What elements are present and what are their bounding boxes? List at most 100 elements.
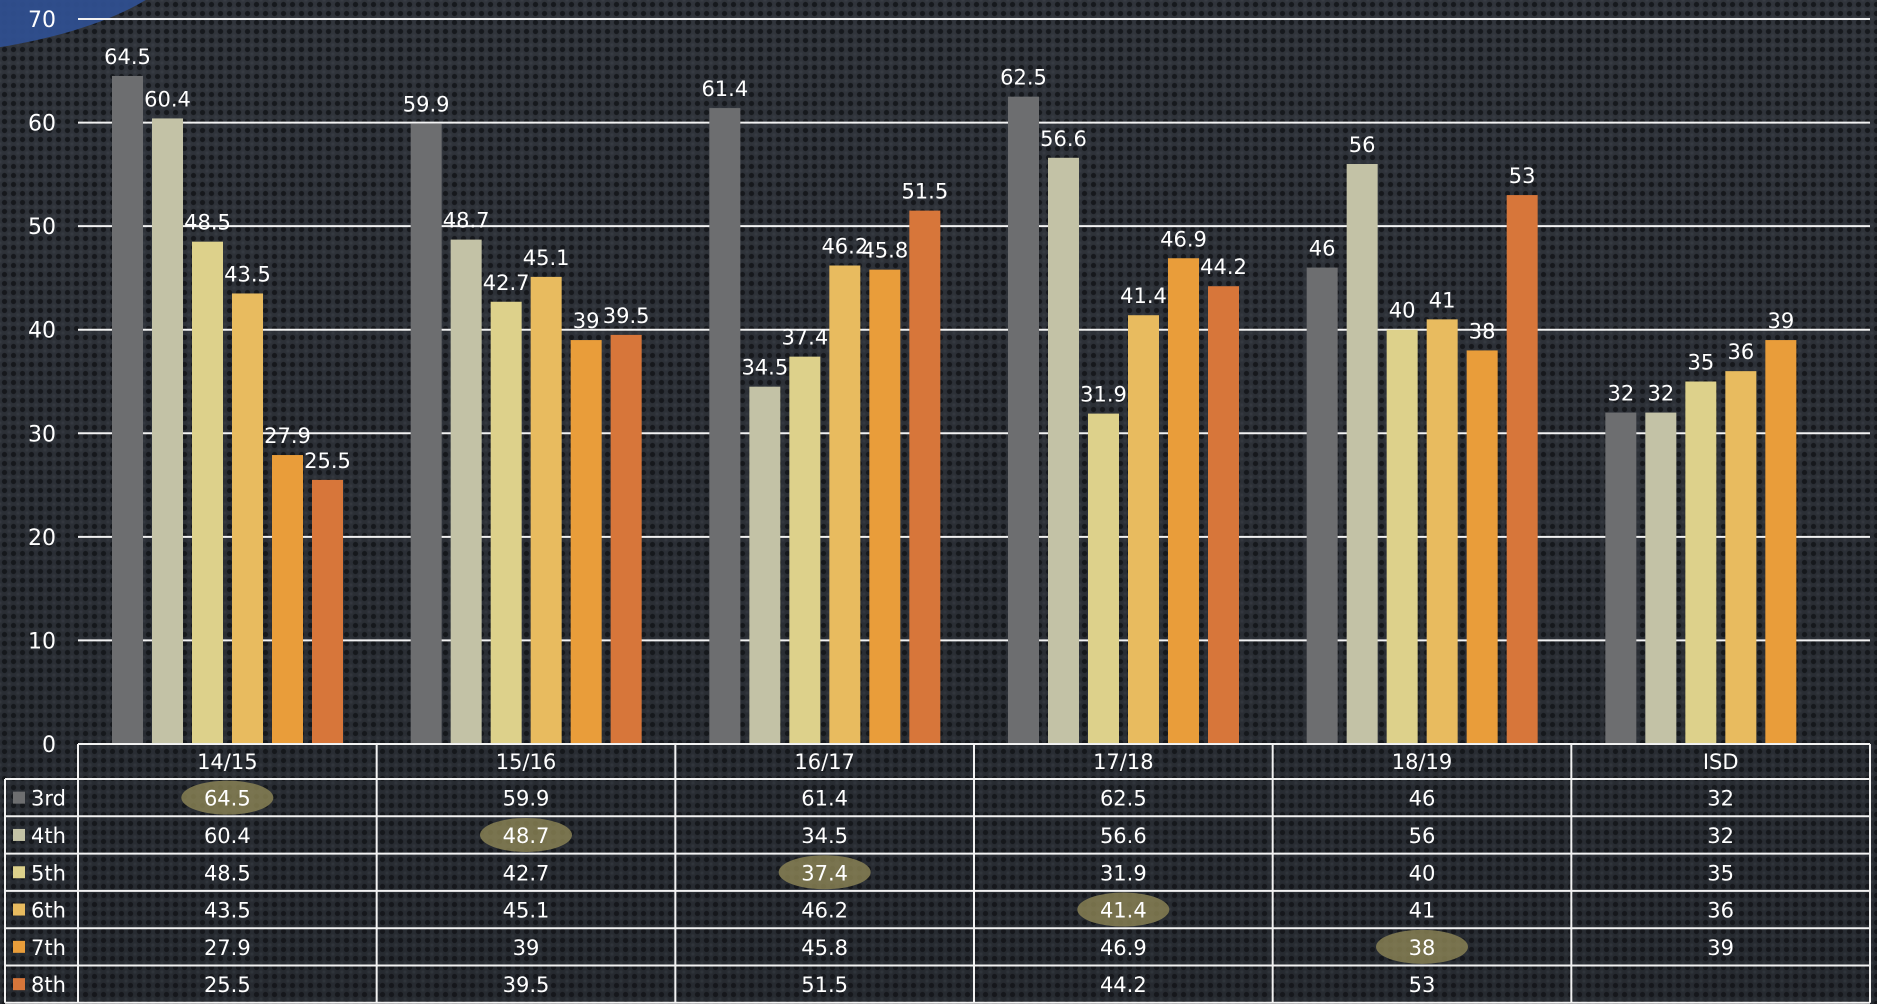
data-label: 44.2 [1200, 255, 1247, 279]
data-label: 46.9 [1160, 227, 1207, 251]
legend-swatch [13, 866, 25, 879]
table-cell-value: 56.6 [1100, 824, 1147, 848]
table-cell-value: 59.9 [503, 787, 550, 811]
data-table: 14/15 15/16 16/17 17/18 18/19 ISD 3rd 64.5 59.9 6… [4, 743, 1871, 1004]
table-cell-value: 43.5 [204, 899, 251, 923]
series-label: 3rd [31, 787, 66, 811]
table-cell-value: 32 [1707, 824, 1734, 848]
table-cell-value: 41.4 [1100, 899, 1147, 923]
series-label: 5th [31, 861, 66, 885]
bar-8th-15/16 [610, 334, 642, 744]
bar-7th-15/16 [570, 340, 602, 744]
bar-5th-15/16 [490, 301, 522, 744]
y-tick-label: 10 [28, 629, 56, 654]
bar-4th-ISD [1645, 412, 1677, 744]
data-label: 45.8 [861, 239, 908, 263]
table-cell-value: 35 [1707, 861, 1734, 885]
y-tick-label: 40 [28, 319, 56, 344]
y-axis: 0 10 20 30 40 50 60 70 [28, 8, 56, 758]
table-cell-value: 51.5 [801, 973, 848, 997]
table-cell-value: 46.2 [801, 899, 848, 923]
bar-6th-17/18 [1128, 315, 1159, 744]
data-label: 39 [573, 309, 600, 333]
data-label: 38 [1469, 319, 1496, 343]
table-cell-value: 38 [1409, 936, 1436, 960]
highlight-ellipse [1077, 892, 1170, 927]
bar-7th-16/17 [869, 269, 901, 744]
legend-swatch [13, 940, 25, 953]
table-cell-value: 48.7 [503, 824, 550, 848]
data-label: 39 [1767, 309, 1794, 333]
bar-7th-ISD [1765, 340, 1797, 744]
table-cell-value: 62.5 [1100, 787, 1147, 811]
x-category-label: ISD [1703, 750, 1739, 774]
series-label: 7th [31, 936, 66, 960]
table-cell-value: 34.5 [801, 824, 848, 848]
bar-6th-14/15 [232, 293, 263, 744]
bar-7th-18/19 [1466, 350, 1498, 744]
data-label: 64.5 [104, 45, 151, 69]
bar-3rd-14/15 [112, 75, 143, 744]
y-tick-label: 30 [28, 422, 56, 447]
y-tick-label: 70 [28, 8, 56, 33]
bar-8th-17/18 [1208, 286, 1239, 744]
bar-5th-18/19 [1386, 329, 1418, 744]
bar-5th-16/17 [789, 356, 821, 744]
bar-6th-ISD [1725, 371, 1757, 744]
table-cell-value: 53 [1409, 973, 1436, 997]
data-label: 34.5 [741, 356, 788, 380]
table-cell-value: 36 [1707, 899, 1734, 923]
legend-swatch [13, 978, 25, 991]
table-cell-value: 39 [513, 936, 540, 960]
bar-3rd-15/16 [410, 123, 442, 745]
bar-7th-17/18 [1168, 258, 1199, 744]
table-cell-value: 46 [1409, 787, 1436, 811]
legend-swatch [13, 828, 25, 841]
table-cell-value: 42.7 [503, 861, 550, 885]
data-label: 46.2 [821, 235, 868, 259]
series-label: 6th [31, 899, 66, 923]
series-label: 8th [31, 973, 66, 997]
data-label: 60.4 [144, 87, 191, 111]
bar-5th-ISD [1685, 381, 1717, 744]
data-label: 46 [1309, 237, 1336, 261]
table-cell-value: 45.8 [801, 936, 848, 960]
table-cell-value: 64.5 [204, 787, 251, 811]
table-cell-value: 37.4 [801, 861, 848, 885]
data-label: 32 [1607, 382, 1634, 406]
table-cell-value: 61.4 [801, 787, 848, 811]
bar-4th-15/16 [450, 239, 482, 744]
table-cell-value: 25.5 [204, 973, 251, 997]
table-cell-value: 56 [1409, 824, 1436, 848]
bar-3rd-ISD [1605, 412, 1637, 744]
table-cell-value: 60.4 [204, 824, 251, 848]
data-label: 41.4 [1120, 284, 1167, 308]
bar-3rd-17/18 [1008, 96, 1039, 744]
bar-4th-17/18 [1048, 157, 1079, 745]
bar-6th-16/17 [829, 265, 861, 744]
bar-4th-16/17 [749, 386, 781, 744]
data-label: 43.5 [224, 262, 271, 286]
bar-3rd-16/17 [709, 108, 741, 745]
data-label: 42.7 [483, 271, 530, 295]
x-category-label: 15/16 [496, 750, 557, 774]
bar-3rd-18/19 [1306, 267, 1338, 744]
data-label: 36 [1727, 340, 1754, 364]
bar-5th-17/18 [1088, 413, 1119, 744]
legend-swatch [13, 791, 25, 804]
table-cell-value: 48.5 [204, 861, 251, 885]
data-label: 31.9 [1080, 383, 1127, 407]
data-label: 40 [1389, 299, 1416, 323]
table-cell-value: 31.9 [1100, 861, 1147, 885]
data-label: 37.4 [781, 326, 828, 350]
bar-8th-18/19 [1506, 195, 1538, 745]
bar-8th-14/15 [312, 479, 343, 744]
bar-4th-18/19 [1346, 164, 1378, 744]
y-tick-label: 0 [42, 733, 56, 758]
table-cell-value: 45.1 [503, 899, 550, 923]
y-tick-label: 60 [28, 112, 56, 137]
data-label: 56.6 [1040, 127, 1087, 151]
table-cell-value: 40 [1409, 861, 1436, 885]
